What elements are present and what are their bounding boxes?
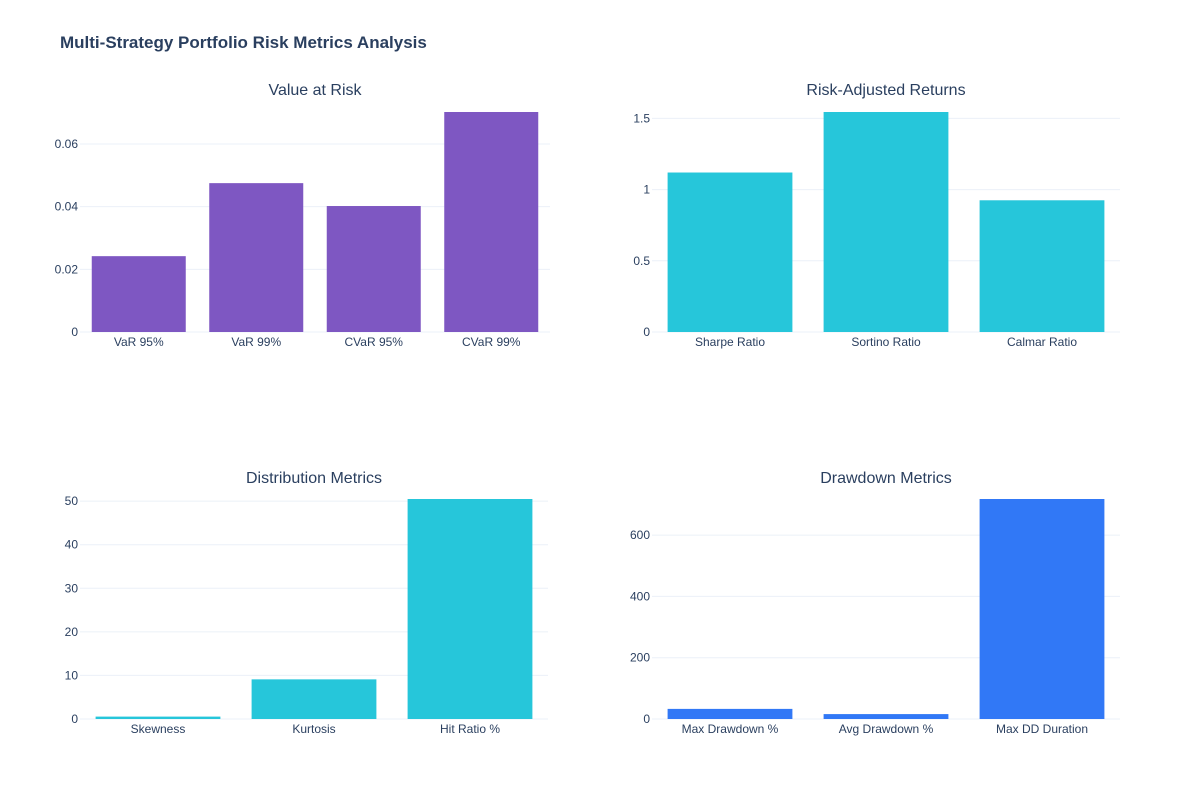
x-tick-label: CVaR 95% (345, 335, 404, 349)
chart-title: Multi-Strategy Portfolio Risk Metrics An… (60, 33, 427, 52)
bar[interactable] (326, 206, 421, 332)
subplot-1: 0 0.02 0.04 0.06 VaR 95% VaR 99% CVaR 95% CVaR … (55, 82, 550, 349)
y-tick-label: 400 (630, 589, 650, 603)
bar[interactable] (667, 172, 793, 332)
y-tick-label: 0.06 (55, 137, 79, 151)
y-tick-label: 10 (65, 668, 79, 682)
subplot-title: Drawdown Metrics (820, 470, 952, 487)
y-tick-label: 20 (65, 625, 79, 639)
bar[interactable] (91, 256, 186, 332)
bar[interactable] (979, 499, 1105, 719)
x-tick-label: VaR 95% (114, 335, 164, 349)
y-tick-label: 1.5 (633, 111, 650, 125)
subplot-title: Value at Risk (268, 82, 362, 99)
y-tick-label: 0.04 (55, 200, 79, 214)
bar[interactable] (95, 716, 221, 719)
x-tick-label: Skewness (131, 722, 186, 736)
y-tick-label: 0.02 (55, 262, 79, 276)
bar[interactable] (444, 112, 539, 332)
y-tick-label: 30 (65, 581, 79, 595)
subplot-4: 0 200 400 600 Max Drawdown % Avg Drawdown % Ma… (630, 470, 1120, 736)
bar[interactable] (979, 200, 1105, 332)
subplot-3: 0 10 20 30 40 50 Skewness Kurtosis Hit Ratio % Di… (65, 470, 548, 736)
bar[interactable] (251, 679, 377, 719)
y-tick-label: 0.5 (633, 254, 650, 268)
x-tick-label: Sharpe Ratio (695, 335, 765, 349)
y-tick-label: 0 (643, 325, 650, 339)
subplot-title: Risk-Adjusted Returns (806, 82, 965, 99)
y-tick-label: 200 (630, 651, 650, 665)
y-tick-label: 600 (630, 528, 650, 542)
y-tick-label: 0 (71, 712, 78, 726)
x-tick-label: Max DD Duration (996, 722, 1088, 736)
x-tick-label: Hit Ratio % (440, 722, 500, 736)
bar[interactable] (407, 499, 533, 719)
y-tick-label: 0 (643, 712, 650, 726)
y-tick-label: 50 (65, 494, 79, 508)
x-tick-label: Avg Drawdown % (839, 722, 934, 736)
x-tick-label: Sortino Ratio (851, 335, 921, 349)
x-tick-label: VaR 99% (231, 335, 281, 349)
bar[interactable] (209, 183, 304, 332)
x-tick-label: Kurtosis (292, 722, 335, 736)
x-tick-label: CVaR 99% (462, 335, 521, 349)
bar[interactable] (667, 708, 793, 719)
subplot-title: Distribution Metrics (246, 470, 382, 487)
y-tick-label: 0 (71, 325, 78, 339)
x-tick-label: Calmar Ratio (1007, 335, 1077, 349)
subplot-2: 0 0.5 1 1.5 Sharpe Ratio Sortino Ratio Calmar … (633, 82, 1120, 349)
bar[interactable] (823, 714, 949, 719)
y-tick-label: 40 (65, 538, 79, 552)
x-tick-label: Max Drawdown % (682, 722, 779, 736)
bar[interactable] (823, 112, 949, 332)
y-tick-label: 1 (643, 183, 650, 197)
